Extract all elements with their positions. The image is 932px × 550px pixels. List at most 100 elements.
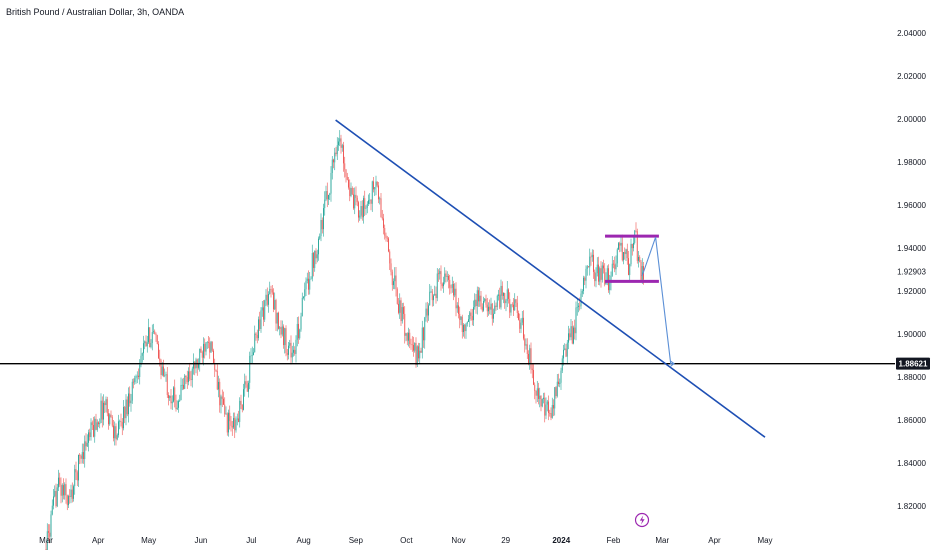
candle-body (551, 405, 553, 418)
candle-body (376, 181, 378, 186)
candle-body (584, 277, 586, 281)
candle-body (370, 199, 372, 204)
candle-body (56, 487, 58, 507)
candle-body (560, 370, 562, 383)
candle-body (443, 282, 444, 287)
candle-body (588, 266, 589, 268)
candle-body (373, 181, 374, 190)
trendline (335, 119, 766, 438)
x-tick-label: Mar (39, 536, 53, 545)
candle-body (406, 333, 408, 341)
candle-body (193, 361, 194, 369)
candle-body (439, 271, 441, 275)
candle-body (288, 345, 289, 355)
candle-body (630, 243, 632, 265)
candle-body (603, 265, 604, 269)
candle-body (501, 285, 503, 296)
candle-body (188, 371, 189, 383)
candle-body (303, 296, 304, 298)
candle-body (110, 414, 112, 418)
candle-body (615, 263, 617, 270)
candle-body (515, 299, 517, 303)
candle-body (240, 400, 242, 405)
candle-body (226, 413, 228, 433)
candle-body (171, 401, 173, 404)
candle-body (329, 193, 331, 195)
candle-body (629, 264, 631, 275)
candle-body (343, 145, 344, 164)
candle-body (236, 418, 238, 420)
candle-body (124, 407, 126, 419)
candle-body (594, 271, 596, 282)
candle-body (363, 198, 364, 218)
candle-body (371, 181, 373, 204)
candle-body (49, 532, 51, 537)
candle-body (338, 141, 339, 146)
candle-body (355, 194, 357, 198)
candle-body (633, 242, 634, 249)
candle-body (516, 302, 518, 314)
candle-body (596, 264, 598, 274)
candle-body (496, 295, 498, 307)
candle-body (318, 238, 319, 255)
time-axis[interactable]: Mar Apr May Jun Jul Aug Sep Oct Nov 29 2024 Feb Mar A… (39, 536, 772, 545)
candle-body (235, 419, 237, 431)
candle-body (375, 181, 377, 188)
candle-body (543, 397, 544, 399)
candle-body (198, 363, 199, 368)
candle-body (84, 441, 86, 460)
y-tick-label: 1.90000 (897, 330, 926, 339)
candle-body (340, 138, 342, 148)
candle-body (130, 400, 132, 404)
x-tick-label: Sep (349, 536, 364, 545)
candle-body (311, 253, 313, 279)
candle-body (144, 341, 146, 344)
candle-body (203, 343, 204, 358)
y-tick-label: 2.00000 (897, 115, 926, 124)
candle-body (218, 381, 219, 390)
candle-body (405, 333, 407, 336)
candle-body (526, 344, 528, 354)
candle-body (325, 191, 327, 200)
candle-body (573, 327, 574, 344)
candle-body (64, 484, 66, 496)
candle-body (214, 363, 216, 370)
candle-body (519, 319, 521, 329)
candle-body (225, 413, 227, 415)
candle-body (368, 200, 369, 204)
x-tick-label: Apr (92, 536, 105, 545)
candle-body (585, 268, 587, 281)
y-tick-label: 1.84000 (897, 459, 926, 468)
y-tick-label: 1.86000 (897, 416, 926, 425)
candle-body (186, 377, 188, 383)
lightning-icon[interactable] (634, 512, 650, 528)
candle-body (211, 341, 213, 351)
x-tick-label: Nov (451, 536, 465, 545)
candle-body (224, 404, 226, 415)
candle-body (69, 496, 71, 497)
candle-body (599, 268, 601, 282)
candle-body (435, 293, 437, 299)
candle-body (421, 327, 423, 353)
candle-body (101, 400, 103, 420)
candle-body (108, 413, 109, 425)
candle-body (216, 370, 218, 390)
y-tick-label: 1.96000 (897, 201, 926, 210)
candle-body (555, 387, 557, 397)
candle-body (324, 199, 326, 209)
candle-body (525, 344, 527, 346)
candle-body (636, 231, 638, 261)
candle-body (430, 291, 432, 293)
candle-body (408, 332, 409, 341)
candle-body (331, 159, 333, 173)
x-tick-label: Oct (400, 536, 413, 545)
candle-body (298, 323, 299, 339)
price-axis[interactable]: 2.04000 2.02000 2.00000 1.98000 1.96000 1.940… (896, 29, 930, 511)
candle-body (461, 316, 463, 333)
candle-body (175, 400, 177, 410)
candle-body (399, 300, 401, 313)
projection-arrowhead (669, 360, 675, 368)
candle-body (315, 250, 317, 259)
candle-body (205, 342, 207, 352)
